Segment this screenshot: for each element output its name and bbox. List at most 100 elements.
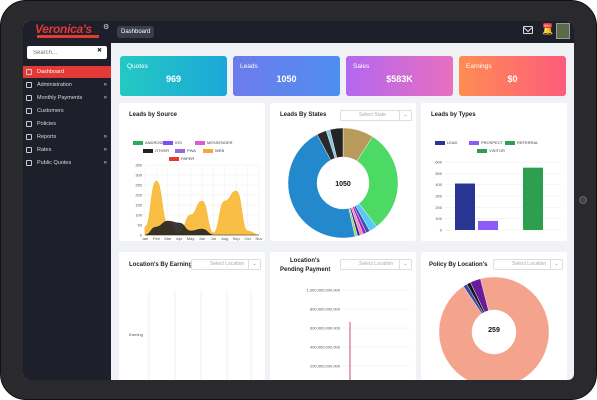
chevron-down-icon: ⌄ [248, 260, 260, 269]
bar-prospect[interactable] [478, 220, 498, 230]
y-tick-label: 350 [135, 163, 142, 168]
search-input[interactable] [27, 46, 107, 59]
area-series-web[interactable] [144, 180, 260, 236]
breadcrumb[interactable]: Dashboard [117, 26, 155, 38]
stat-value: $583K [386, 74, 413, 84]
leads-by-states-chart [287, 127, 399, 239]
area-series-other[interactable] [144, 220, 259, 236]
y-tick-label: 100 [135, 213, 142, 218]
donut-slice[interactable] [356, 136, 399, 227]
legend-swatch [169, 156, 179, 161]
x-tick-label: Jul [211, 236, 216, 241]
x-tick-label: May [187, 236, 195, 241]
donut-center-value: 259 [488, 327, 500, 334]
legend-item[interactable]: OTHER [143, 148, 169, 153]
y-tick-label: 400 [435, 182, 442, 187]
chevron-down-icon: ⌄ [399, 260, 411, 269]
legend-item[interactable]: PAPER [169, 156, 194, 161]
stat-label: Leads [240, 63, 258, 70]
panel-title: Leads by Types [431, 112, 476, 118]
y-tick-label: 50 [138, 223, 143, 228]
y-axis-label: Earning [129, 332, 143, 337]
bar-lead[interactable] [455, 183, 475, 230]
gear-icon[interactable]: ⚙ [103, 24, 110, 31]
legend-item[interactable]: WEB [203, 148, 224, 153]
select-value: Select Location [359, 261, 394, 267]
location-select[interactable]: Select Location ⌄ [191, 259, 261, 270]
donut-center-value: 1050 [335, 181, 351, 188]
legend-item[interactable]: ANDROID [133, 140, 163, 145]
sidebar-item-monthly-payments[interactable]: Monthly Payments » [23, 92, 111, 104]
legend-item[interactable]: VISITOR [477, 148, 505, 153]
legend-item[interactable]: REFERRAL [505, 140, 538, 145]
y-tick-label: 500 [435, 171, 442, 176]
dashboard-icon [26, 69, 32, 75]
stat-card-quotes[interactable]: Quotes 969 [120, 56, 227, 96]
sidebar-item-label: Customers [37, 108, 64, 114]
reports-icon [26, 134, 32, 140]
y-tick-label: 200 [435, 205, 442, 210]
y-tick-label: 200,000,000.000 [310, 364, 341, 369]
stat-card-earnings[interactable]: Earnings $0 [459, 56, 566, 96]
legend-item[interactable]: PROSPECT [469, 140, 503, 145]
bell-icon[interactable]: 🔔 [542, 25, 554, 35]
state-select[interactable]: Select State ⌄ [340, 110, 412, 121]
legend-item[interactable]: LEAD [435, 140, 457, 145]
pending-payment-chart: 1,000,000,000.000 800,000,000.000 600,000,… [307, 288, 410, 380]
stat-value: 969 [165, 74, 182, 84]
legend-swatch [435, 140, 445, 145]
legend-swatch [163, 140, 173, 145]
y-tick-label: 250 [135, 183, 142, 188]
y-tick-label: 200 [135, 193, 142, 198]
mail-icon[interactable] [523, 26, 533, 34]
y-tick-label: 0 [140, 233, 143, 238]
legend-item[interactable]: IOS [163, 140, 182, 145]
chevron-right-icon: » [103, 147, 107, 153]
legend-swatch [477, 148, 487, 153]
sidebar-item-public-quotes[interactable]: Public Quotes » [23, 157, 111, 169]
y-tick-label: 150 [135, 203, 142, 208]
camera-icon [579, 196, 587, 204]
sidebar-item-customers[interactable]: Customers [23, 105, 111, 117]
chevron-right-icon: » [103, 82, 107, 88]
legend-item[interactable]: PWA [175, 148, 196, 153]
stat-card-leads[interactable]: Leads 1050 [233, 56, 340, 96]
search-clear-icon[interactable]: ✖ [97, 48, 103, 54]
location-select[interactable]: Select Location ⌄ [340, 259, 412, 270]
y-tick-label: 800,000,000.000 [310, 307, 341, 312]
location-select[interactable]: Select Location ⌄ [493, 259, 563, 270]
panel-title: Location's [290, 258, 320, 264]
legend-swatch [195, 140, 205, 145]
donut-slice[interactable] [470, 278, 489, 313]
legend-swatch [203, 148, 213, 153]
bar-referral[interactable] [523, 167, 543, 230]
locations-by-earning-chart [148, 290, 252, 380]
x-tick-label: Jan [142, 236, 148, 241]
legend-swatch [133, 140, 143, 145]
stat-label: Quotes [127, 63, 148, 70]
donut-slice[interactable] [329, 127, 344, 158]
x-tick-label: Feb [153, 236, 161, 241]
leads-by-source-panel: Leads by Source ANDROID IOS MESSENGER OTHER… [119, 103, 265, 241]
sidebar-item-reports[interactable]: Reports » [23, 131, 111, 143]
brand-logo[interactable]: Veronica's [35, 22, 92, 36]
donut-slice[interactable] [287, 134, 356, 239]
avatar[interactable] [556, 23, 570, 39]
sidebar-item-administration[interactable]: Administration » [23, 79, 111, 91]
panel-title: Leads by Source [129, 112, 178, 118]
legend-label: VISITOR [489, 148, 505, 153]
sidebar-item-rates[interactable]: Rates » [23, 144, 111, 156]
panel-title: Leads By States [280, 112, 327, 118]
sidebar-item-policies[interactable]: Policies [23, 118, 111, 130]
brand-logo-strip [37, 35, 99, 38]
y-tick-label: 300 [135, 173, 142, 178]
legend-item[interactable]: MESSENGER [195, 140, 233, 145]
leads-by-types-panel: Leads by Types LEAD PROSPECT REFERRAL VISIT… [421, 103, 567, 241]
rates-icon [26, 147, 32, 153]
sidebar-item-dashboard[interactable]: Dashboard [23, 66, 111, 78]
sidebar-item-label: Policies [37, 121, 56, 127]
policy-by-location-panel: Policy By Location's Select Location ⌄ 25… [421, 252, 567, 380]
sidebar-item-label: Monthly Payments [37, 95, 83, 101]
stat-card-sales[interactable]: Sales $583K [346, 56, 453, 96]
select-value: Select State [359, 112, 386, 118]
